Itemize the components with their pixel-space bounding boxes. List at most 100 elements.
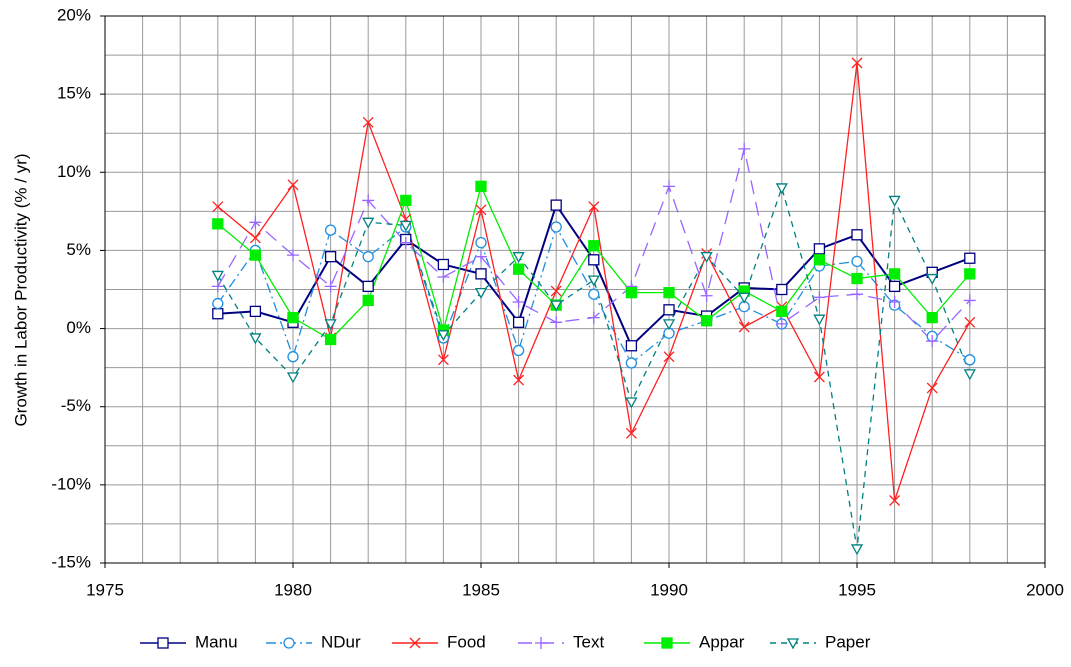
marker [964, 268, 976, 280]
marker [888, 195, 901, 207]
marker [249, 232, 261, 244]
marker [287, 311, 299, 324]
marker [851, 288, 863, 301]
marker [625, 286, 638, 299]
marker [625, 340, 638, 352]
marker [813, 291, 826, 304]
legend-label: Text [573, 632, 604, 651]
y-tick-label: -10% [51, 474, 91, 493]
marker [287, 179, 299, 191]
marker [588, 240, 600, 252]
marker [851, 272, 863, 285]
marker [437, 258, 450, 271]
marker [475, 180, 487, 193]
marker [738, 321, 750, 333]
marker [324, 251, 337, 263]
x-tick-label: 1985 [462, 580, 500, 599]
marker [362, 251, 374, 263]
legend-item: Paper [770, 632, 871, 651]
marker [399, 220, 412, 232]
x-tick-label: 1995 [838, 580, 876, 599]
marker [625, 357, 638, 369]
marker [550, 199, 562, 211]
legend-marker [283, 637, 295, 649]
x-tick-label: 1975 [86, 580, 124, 599]
marker [362, 294, 374, 307]
marker [738, 142, 751, 155]
marker [550, 285, 562, 297]
marker [663, 180, 675, 193]
marker [212, 297, 224, 310]
marker [850, 544, 864, 556]
marker [926, 382, 938, 394]
marker [888, 296, 901, 309]
legend-label: Manu [195, 632, 238, 651]
marker [211, 280, 224, 293]
legend-label: NDur [321, 632, 361, 651]
marker [211, 270, 224, 282]
marker [662, 319, 676, 331]
marker [775, 317, 788, 330]
marker [399, 236, 412, 249]
legend-marker [535, 637, 547, 649]
marker [400, 194, 412, 207]
y-tick-label: 15% [57, 84, 91, 103]
marker [625, 397, 638, 409]
marker [362, 217, 375, 229]
marker [663, 351, 675, 363]
marker [926, 273, 939, 285]
marker [324, 280, 337, 293]
marker [851, 229, 863, 241]
x-tick-label: 1990 [650, 580, 688, 599]
legend-label: Appar [699, 632, 745, 651]
marker [324, 224, 337, 236]
marker [362, 194, 375, 207]
legend-item: Appar [644, 632, 745, 651]
marker [588, 288, 600, 300]
marker [813, 314, 826, 326]
marker [700, 289, 713, 302]
marker [588, 201, 600, 213]
marker [287, 351, 299, 363]
marker [512, 344, 525, 357]
legend-label: Food [447, 632, 486, 651]
marker [475, 204, 487, 216]
legend-item: NDur [266, 632, 361, 651]
marker [286, 372, 300, 384]
marker [474, 287, 488, 299]
plot-frame [104, 15, 1046, 564]
marker [475, 236, 487, 249]
marker [324, 333, 337, 346]
marker [776, 305, 788, 318]
marker [437, 270, 450, 283]
marker [362, 116, 374, 128]
marker [512, 296, 525, 309]
legend-marker [157, 637, 169, 649]
marker [212, 218, 224, 230]
marker [926, 311, 938, 324]
x-tick-label: 1980 [274, 580, 312, 599]
marker [587, 311, 600, 324]
y-tick-label: 20% [57, 5, 91, 24]
marker [587, 275, 600, 287]
marker [963, 294, 976, 307]
legend-marker [786, 638, 800, 650]
legend-item: Text [518, 632, 604, 651]
series-line [217, 185, 971, 550]
marker [813, 371, 825, 383]
marker [625, 427, 637, 439]
marker [550, 300, 563, 312]
marker [700, 252, 713, 264]
marker [813, 243, 826, 255]
legend-item: Manu [140, 632, 238, 651]
marker [888, 280, 901, 293]
legend-marker [661, 637, 673, 649]
marker [776, 283, 788, 296]
marker [362, 280, 374, 293]
marker [813, 254, 826, 266]
marker [512, 252, 525, 264]
marker [700, 315, 713, 327]
marker [513, 374, 525, 386]
